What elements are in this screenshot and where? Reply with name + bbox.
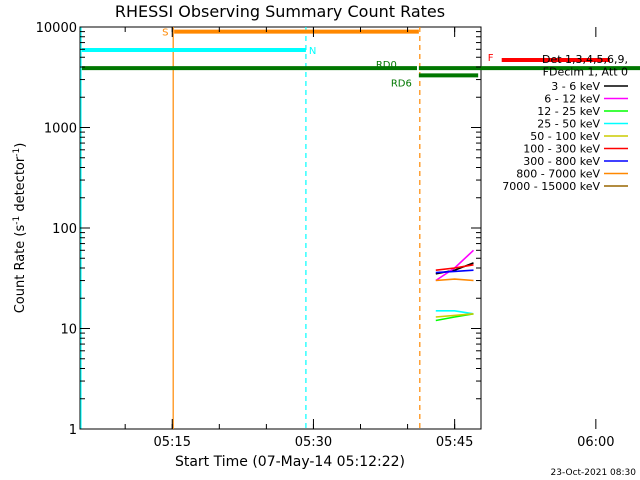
chart-title: RHESSI Observing Summary Count Rates bbox=[115, 2, 445, 21]
x-tick-label: 05:45 bbox=[436, 435, 473, 450]
x-axis-label: Start Time (07-May-14 05:12:22) bbox=[175, 454, 405, 470]
legend: Det 1,3,4,5,6,9,FDecim 1, Att 03 - 6 keV… bbox=[502, 53, 628, 193]
y-label-part: Count Rate (s bbox=[13, 225, 28, 314]
legend-entry-label: 7000 - 15000 keV bbox=[502, 180, 600, 193]
flag-label: S bbox=[162, 28, 168, 39]
series-lines bbox=[435, 249, 475, 322]
y-tick-label: 10000 bbox=[36, 21, 77, 36]
y-label-sup: -1 bbox=[12, 148, 22, 157]
legend-entry-label: 3 - 6 keV bbox=[551, 80, 600, 93]
flag-label: F bbox=[488, 53, 494, 64]
series-line bbox=[435, 264, 474, 271]
y-label-part: detector bbox=[13, 156, 28, 216]
series-line bbox=[435, 313, 474, 318]
flag-label: RD6 bbox=[391, 78, 412, 89]
legend-entry-label: 800 - 7000 keV bbox=[516, 168, 600, 181]
y-tick-label: 10 bbox=[60, 323, 77, 338]
footer-date: 23-Oct-2021 08:30 bbox=[551, 468, 637, 478]
y-axis: 1 10 100 1000 10000 bbox=[36, 21, 481, 438]
legend-entry-label: 6 - 12 keV bbox=[544, 93, 600, 106]
y-tick-label: 100 bbox=[52, 222, 77, 237]
legend-entry-label: 25 - 50 keV bbox=[537, 118, 600, 131]
legend-header: FDecim 1, Att 0 bbox=[543, 66, 628, 79]
flag-label: RD0 bbox=[376, 60, 397, 71]
y-tick-label: 1000 bbox=[44, 122, 77, 137]
y-label-sup: -1 bbox=[12, 216, 22, 225]
flag-label: N bbox=[309, 46, 316, 57]
y-tick-label: 1 bbox=[69, 423, 77, 438]
legend-header: Det 1,3,4,5,6,9, bbox=[542, 53, 628, 66]
x-tick-label: 06:00 bbox=[577, 435, 614, 450]
legend-entry-label: 100 - 300 keV bbox=[523, 143, 600, 156]
series-line bbox=[435, 269, 474, 274]
plot-frame bbox=[79, 26, 482, 430]
legend-entry-label: 50 - 100 keV bbox=[530, 130, 600, 143]
series-line bbox=[435, 278, 474, 282]
y-axis-label: Count Rate (s-1 detector-1) bbox=[12, 143, 28, 314]
legend-entry-label: 12 - 25 keV bbox=[537, 105, 600, 118]
x-tick-label: 05:30 bbox=[295, 435, 332, 450]
legend-entry-label: 300 - 800 keV bbox=[523, 155, 600, 168]
flag-bars: S N F RD0 RD6 bbox=[81, 28, 640, 89]
series-line bbox=[435, 309, 474, 315]
y-label-part: ) bbox=[13, 143, 28, 148]
x-tick-label: 05:15 bbox=[154, 435, 191, 450]
